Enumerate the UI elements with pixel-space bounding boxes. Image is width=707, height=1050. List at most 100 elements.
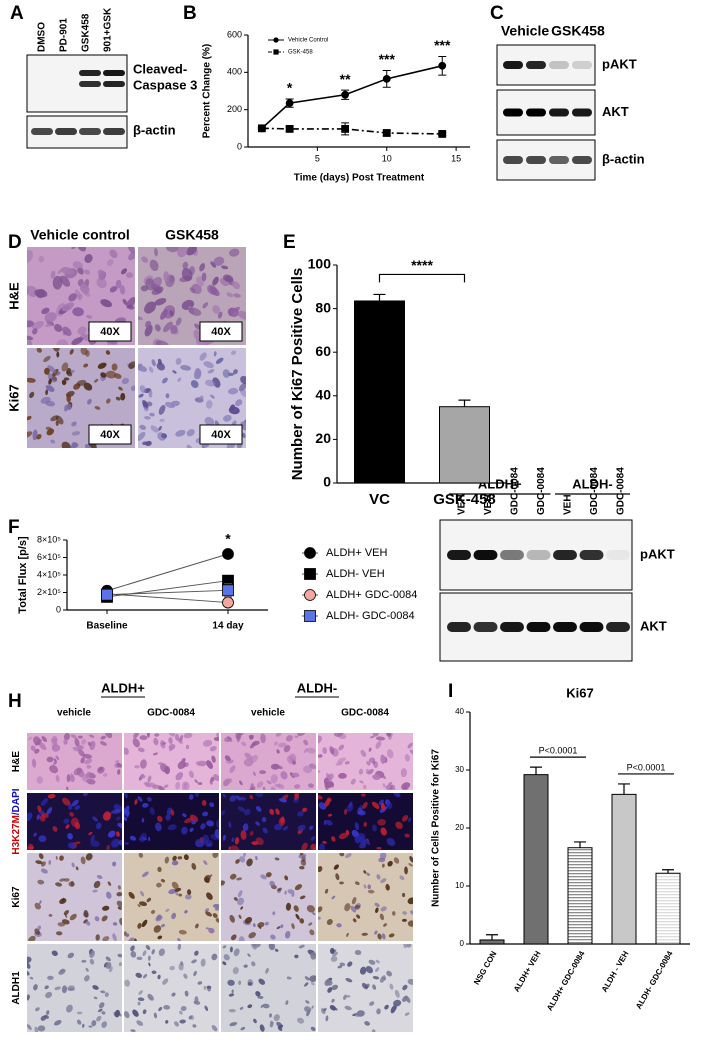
cell [140,285,149,292]
cell [253,771,256,777]
cell [285,1000,289,1005]
group-label: ALDH+ [101,680,145,695]
cell [51,950,58,956]
cell [229,795,237,802]
cell [377,933,382,940]
cell [344,761,350,765]
cell [47,975,54,980]
cell [50,439,56,444]
cell [402,892,406,898]
cell [240,1026,246,1031]
cell [157,785,165,790]
cell [292,760,296,765]
micrograph [27,733,122,790]
cell [38,255,45,263]
cell [112,922,118,926]
cell [33,736,41,746]
cell [390,1005,397,1014]
cell [128,251,135,261]
cell [409,856,413,863]
y-tick-label: 8×10⁵ [37,534,61,544]
cell [401,782,411,790]
column-label: vehicle [251,708,285,719]
cell [339,962,346,966]
cell [329,1005,337,1011]
blot-band [549,156,569,164]
cell [380,802,386,811]
cell [262,827,268,834]
cell [211,755,216,763]
cell [183,973,188,979]
cell [55,931,63,936]
cell [148,962,151,967]
cell [268,944,276,951]
cell [325,1015,329,1022]
cell [227,387,239,395]
bar [567,847,593,945]
row-label-part: Ki67 [11,886,22,908]
cell [358,836,366,845]
cell [402,984,408,991]
cell [140,759,147,769]
cell [205,400,213,409]
cell [100,372,107,378]
cell [336,923,342,928]
cell [30,745,36,752]
cell [182,813,187,818]
lane-label: GSK458 [81,13,92,52]
cell [195,923,199,929]
cell [153,737,159,746]
cell [37,925,42,930]
cell [138,853,144,858]
marker [382,129,391,137]
cell [223,414,232,422]
cell [404,833,410,838]
cell [174,733,180,741]
cell [105,956,111,962]
cell [151,910,156,914]
cell [345,853,352,859]
blot-band [103,81,125,87]
cell [55,774,60,783]
cell [140,890,145,897]
cell [376,846,382,850]
cell [70,734,77,739]
row-label: H&E [6,282,21,310]
cell [307,783,314,788]
cell [115,396,121,401]
cell [107,830,116,838]
cell [381,863,385,868]
cell [282,826,289,831]
cell [216,819,219,829]
cell [355,1012,361,1018]
cell [90,834,95,842]
cell [248,932,256,939]
cell [203,985,207,991]
cell [31,320,44,330]
cell [142,441,148,446]
cell [229,914,235,923]
cell [154,324,161,332]
cell [407,817,412,823]
cell [32,328,38,335]
cell [361,793,366,797]
cell [260,1004,264,1009]
group-label: ALDH- [297,680,337,695]
cell [131,385,135,392]
cell [294,793,300,801]
micrograph [27,793,122,850]
cell [247,1004,253,1009]
marker [341,124,350,133]
cell [407,897,413,905]
magnification: 40X [100,326,120,338]
row-label: Ki67 [6,384,21,411]
significance: *** [379,51,396,67]
cell [346,995,351,998]
cell [163,321,173,333]
micrograph [318,793,413,850]
cell [191,862,197,870]
cell [116,891,122,897]
error-bar [662,869,674,874]
cell [240,830,247,840]
